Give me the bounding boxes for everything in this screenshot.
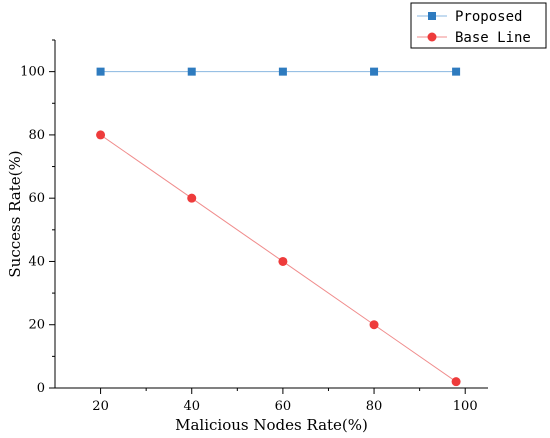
legend-marker-circle xyxy=(427,32,437,42)
data-point-circle xyxy=(369,320,379,330)
x-tick-label: 60 xyxy=(275,399,292,414)
x-axis-title: Malicious Nodes Rate(%) xyxy=(175,416,368,434)
plot-frame xyxy=(54,40,488,389)
y-tick-label: 40 xyxy=(28,254,45,269)
data-point-circle xyxy=(451,377,461,387)
y-tick-label: 60 xyxy=(28,191,45,206)
data-point-circle xyxy=(96,130,106,140)
data-point-square xyxy=(96,67,105,76)
legend-label-proposed: Proposed xyxy=(455,9,522,25)
y-tick-label: 80 xyxy=(28,128,45,143)
legend-marker-square xyxy=(428,12,436,20)
y-tick-label: 20 xyxy=(28,318,45,333)
data-point-square xyxy=(452,67,461,76)
legend-label-base-line: Base Line xyxy=(455,30,531,46)
data-point-square xyxy=(278,67,287,76)
x-tick-label: 20 xyxy=(92,399,109,414)
series-proposed xyxy=(96,67,461,76)
x-tick-label: 100 xyxy=(453,399,478,414)
y-tick-label: 100 xyxy=(20,65,45,80)
data-point-circle xyxy=(278,256,288,266)
y-tick-label: 0 xyxy=(37,381,45,396)
series-base-line xyxy=(96,130,461,387)
series-layer xyxy=(96,67,461,387)
x-axis-ticks: 20 40 60 80 100 xyxy=(92,388,478,414)
data-point-circle xyxy=(187,193,197,203)
x-tick-label: 80 xyxy=(366,399,383,414)
legend-entry-proposed: Proposed xyxy=(417,9,522,25)
legend-entry-base-line: Base Line xyxy=(417,30,531,46)
y-axis-title: Success Rate(%) xyxy=(6,150,24,277)
data-point-square xyxy=(370,67,379,76)
legend: Proposed Base Line xyxy=(410,2,547,49)
y-axis-ticks: 0 20 40 60 80 100 xyxy=(20,39,55,396)
x-tick-label: 40 xyxy=(183,399,200,414)
series-line xyxy=(100,134,457,383)
data-point-square xyxy=(187,67,196,76)
